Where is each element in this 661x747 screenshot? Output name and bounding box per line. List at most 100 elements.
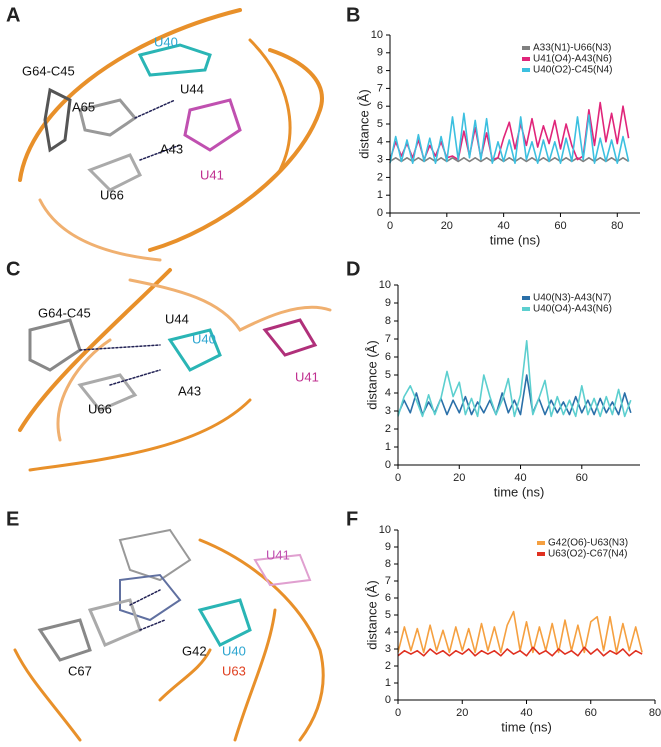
structure-label: G64-C45: [38, 305, 91, 320]
backbone: [56, 338, 112, 442]
backbone: [198, 538, 325, 742]
structure-label: A43: [178, 383, 201, 398]
structure-label: U41: [295, 369, 319, 384]
panel-letter: E: [6, 508, 19, 530]
y-tick-label: 2: [385, 660, 391, 672]
backbone: [18, 8, 242, 182]
nucleotide: [118, 528, 192, 582]
panel-letter: A: [6, 4, 20, 26]
legend-label: U63(O2)-C67(N4): [548, 549, 627, 560]
y-tick-label: 5: [385, 369, 391, 381]
x-tick-label: 20: [441, 220, 453, 232]
x-tick-label: 0: [395, 707, 401, 719]
backbone: [233, 608, 277, 742]
structure-label: A65: [72, 99, 95, 114]
structure-label: U40: [192, 331, 216, 346]
hbond: [134, 99, 181, 161]
nucleotide: [197, 598, 252, 647]
x-axis-label: time (ns): [494, 484, 545, 499]
structure-label: U40: [222, 643, 246, 658]
panel-letter: C: [6, 258, 20, 280]
y-tick-label: 4: [385, 387, 391, 399]
nucleotide: [37, 618, 92, 662]
y-tick-label: 6: [385, 351, 391, 363]
y-tick-label: 3: [377, 154, 383, 166]
x-tick-label: 60: [554, 220, 566, 232]
nucleotide: [43, 87, 72, 153]
y-tick-label: 8: [385, 558, 391, 570]
x-tick-label: 80: [649, 707, 661, 719]
y-tick-label: 5: [385, 609, 391, 621]
y-tick-label: 8: [377, 65, 383, 77]
structure-a: [18, 8, 324, 262]
structure-e: [13, 528, 325, 742]
nucleotide: [87, 153, 143, 192]
structure-label: U66: [88, 401, 112, 416]
y-tick-label: 3: [385, 405, 391, 417]
y-tick-label: 9: [385, 297, 391, 309]
nucleotide: [77, 373, 138, 412]
panel-letter: F: [346, 508, 358, 530]
nucleotide: [78, 98, 138, 137]
y-axis-label: distance (Å): [364, 340, 379, 409]
y-tick-label: 10: [371, 29, 383, 41]
y-tick-label: 2: [377, 171, 383, 183]
nucleotide: [253, 553, 312, 587]
y-tick-label: 4: [385, 626, 391, 638]
y-axis-label: distance (Å): [364, 580, 379, 649]
x-axis-label: time (ns): [490, 232, 541, 247]
y-tick-label: 1: [385, 677, 391, 689]
x-tick-label: 40: [498, 220, 510, 232]
nucleotide: [28, 318, 82, 372]
series-line: [389, 157, 630, 163]
y-axis-label: distance (Å): [356, 89, 371, 158]
hbond: [129, 589, 166, 631]
legend-label: U40(N3)-A43(N7): [533, 293, 611, 304]
y-tick-label: 1: [385, 441, 391, 453]
structure-label: U44: [165, 311, 189, 326]
nucleotide: [119, 573, 182, 622]
nucleotide: [167, 328, 222, 372]
y-tick-label: 6: [377, 100, 383, 112]
x-tick-label: 0: [387, 220, 393, 232]
x-tick-label: 20: [456, 707, 468, 719]
structure-label: U66: [100, 187, 124, 202]
y-tick-label: 10: [379, 279, 391, 291]
y-tick-label: 4: [377, 136, 383, 148]
nucleotide: [87, 598, 142, 647]
x-tick-label: 60: [576, 472, 588, 484]
structure-label: U44: [180, 81, 204, 96]
structure-c: [18, 268, 332, 472]
y-tick-label: 0: [385, 694, 391, 706]
y-tick-label: 7: [385, 575, 391, 587]
series-line: [389, 112, 630, 164]
y-tick-label: 9: [377, 47, 383, 59]
legend-label: U40(O2)-C45(N4): [533, 65, 612, 76]
backbone: [248, 38, 292, 172]
x-axis-label: time (ns): [501, 719, 552, 734]
series-line: [397, 646, 643, 657]
x-tick-label: 60: [585, 707, 597, 719]
x-tick-label: 0: [395, 472, 401, 484]
backbone: [28, 398, 252, 472]
y-tick-label: 7: [385, 333, 391, 345]
hbond: [79, 344, 161, 386]
x-tick-label: 40: [514, 472, 526, 484]
panel-letter: B: [346, 4, 360, 26]
structure-label: G64-C45: [22, 63, 75, 78]
y-tick-label: 3: [385, 643, 391, 655]
x-tick-label: 40: [520, 707, 532, 719]
y-tick-label: 1: [377, 189, 383, 201]
backbone: [148, 48, 324, 252]
structure-label: C67: [68, 663, 92, 678]
legend-label: U40(O4)-A43(N6): [533, 304, 612, 315]
nucleotide: [262, 318, 318, 357]
structure-label: U41: [266, 547, 290, 562]
backbone: [128, 278, 332, 332]
legend-label: G42(O6)-U63(N3): [548, 538, 628, 549]
structure-label: U41: [200, 167, 224, 182]
x-tick-label: 80: [611, 220, 623, 232]
y-tick-label: 10: [379, 524, 391, 536]
structure-label: G42: [182, 643, 207, 658]
